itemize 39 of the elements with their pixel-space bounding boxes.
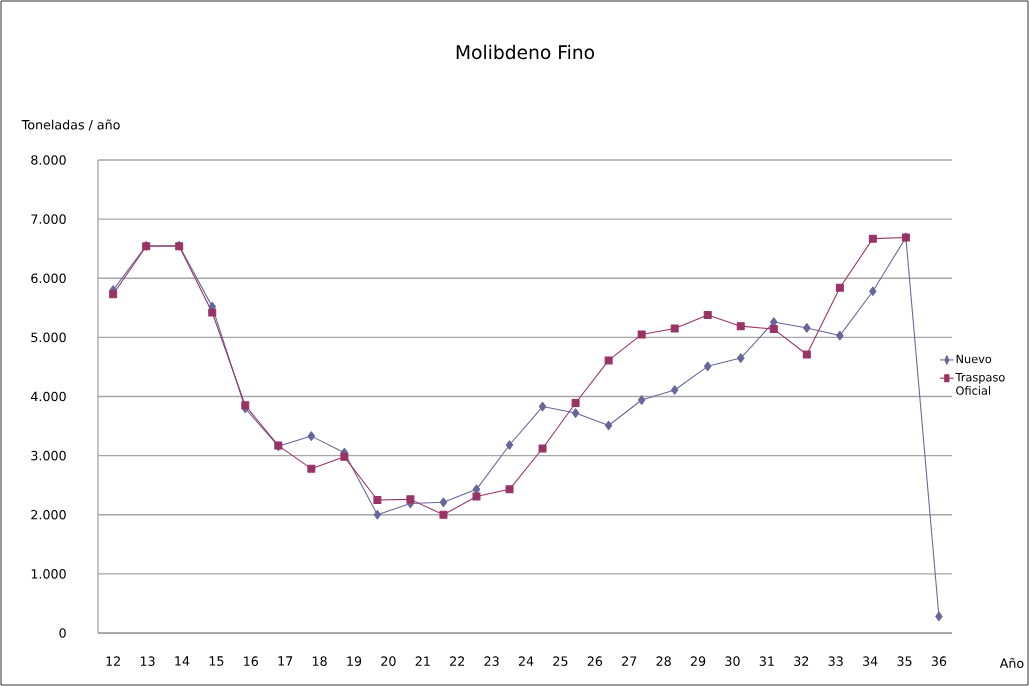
x-tick-label: 15 xyxy=(209,656,224,666)
y-tick-label: 6.000 xyxy=(31,273,66,284)
y-axis-title: Toneladas / año xyxy=(21,119,120,131)
x-tick-label: 33 xyxy=(828,656,843,666)
y-tick-label: 5.000 xyxy=(31,332,66,343)
x-tick-label: 23 xyxy=(484,656,499,666)
x-axis-title: Año xyxy=(999,657,1024,669)
x-tick-label: 36 xyxy=(931,656,947,666)
x-tick-label: 32 xyxy=(794,656,809,666)
x-tick-label: 19 xyxy=(347,656,362,666)
x-tick-label: 21 xyxy=(415,656,430,666)
y-tick-label: 0 xyxy=(59,628,66,638)
y-tick-label: 3.000 xyxy=(31,450,66,461)
x-tick-label: 25 xyxy=(553,656,568,666)
legend-label: Traspaso Oficial xyxy=(955,373,1005,395)
x-tick-label: 18 xyxy=(312,656,327,666)
x-tick-label: 34 xyxy=(863,656,878,666)
x-tick-label: 35 xyxy=(897,656,912,666)
x-tick-label: 24 xyxy=(518,656,534,666)
y-tick-label: 1.000 xyxy=(31,569,66,579)
y-tick-label: 4.000 xyxy=(30,391,66,402)
y-tick-label: 8.000 xyxy=(31,155,66,165)
x-tick-label: 17 xyxy=(278,656,293,666)
x-tick-label: 31 xyxy=(759,656,774,666)
x-tick-label: 20 xyxy=(381,656,396,666)
x-tick-label: 27 xyxy=(622,656,637,666)
x-tick-label: 13 xyxy=(140,656,155,666)
x-tick-label: 29 xyxy=(690,656,706,666)
x-tick-label: 12 xyxy=(106,656,120,666)
x-tick-label: 14 xyxy=(175,656,190,666)
x-tick-label: 26 xyxy=(587,656,603,666)
y-tick-label: 7.000 xyxy=(31,214,66,224)
y-tick-label: 2.000 xyxy=(31,509,66,520)
legend-label: Nuevo xyxy=(956,354,992,364)
x-tick-label: 30 xyxy=(725,656,740,666)
x-tick-label: 22 xyxy=(450,656,465,666)
x-tick-label: 28 xyxy=(656,656,671,666)
chart-title: Molibdeno Fino xyxy=(456,44,595,60)
x-tick-label: 16 xyxy=(244,656,259,666)
